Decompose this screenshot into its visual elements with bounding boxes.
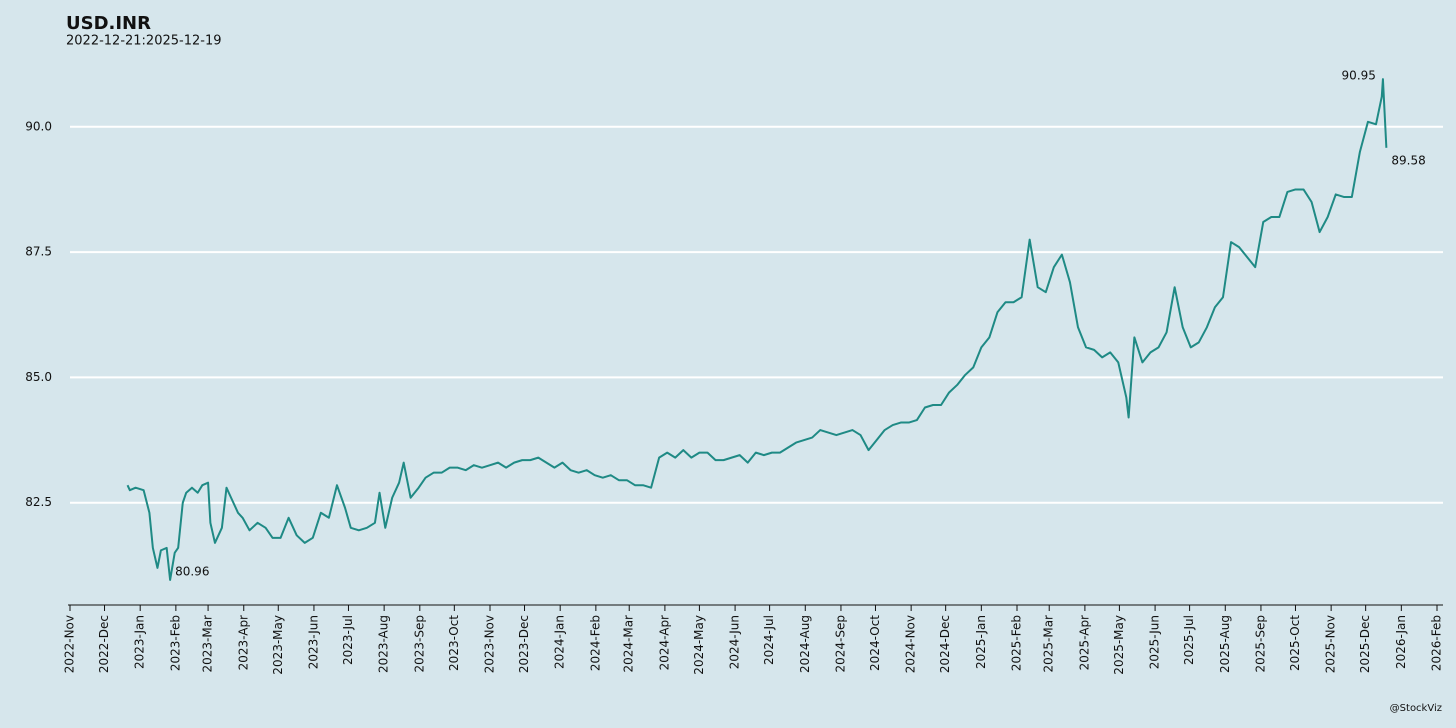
x-tick-label: 2023-Jul [341,615,355,665]
x-tick-label: 2023-Dec [517,615,531,673]
x-tick-label: 2023-Jun [306,615,320,669]
x-tick-label: 2023-Nov [482,615,496,673]
x-tick-label: 2024-Jul [762,615,776,665]
x-tick-label: 2025-Apr [1077,615,1091,670]
chart-subtitle: 2022-12-21:2025-12-19 [66,34,221,49]
x-tick-label: 2024-Nov [904,615,918,673]
x-tick-label: 2023-Jan [133,615,147,669]
x-tick-label: 2023-Sep [412,615,426,673]
annotation: 90.95 [1342,69,1376,83]
x-tick-label: 2026-Jan [1394,615,1408,669]
y-tick-label: 82.5 [25,495,52,509]
x-tick-label: 2023-Mar [201,615,215,673]
x-tick-label: 2024-Jan [553,615,567,669]
x-tick-label: 2025-Dec [1358,615,1372,673]
x-tick-label: 2024-May [692,615,706,675]
annotation: 89.58 [1391,153,1425,167]
x-tick-label: 2024-Sep [833,615,847,673]
caption: @StockViz [1390,703,1442,714]
x-tick-label: 2024-Feb [588,615,602,671]
x-tick-label: 2025-Jan [974,615,988,669]
x-tick-label: 2025-May [1112,615,1126,675]
x-tick-label: 2025-Sep [1253,615,1267,673]
chart-title: USD.INR [66,13,151,34]
x-tick-label: 2024-Mar [622,615,636,673]
x-tick-label: 2025-Mar [1042,615,1056,673]
x-tick-label: 2024-Aug [798,615,812,673]
x-tick-label: 2023-Oct [447,615,461,671]
x-tick-label: 2022-Nov [63,615,77,673]
x-tick-label: 2023-May [271,615,285,675]
x-tick-label: 2025-Aug [1218,615,1232,673]
x-tick-label: 2025-Jun [1148,615,1162,669]
x-tick-label: 2026-Feb [1430,615,1444,671]
x-tick-label: 2023-Aug [377,615,391,673]
x-tick-label: 2024-Dec [938,615,952,673]
annotation: 80.96 [175,564,209,578]
x-tick-label: 2024-Apr [657,615,671,670]
y-tick-label: 87.5 [25,245,52,259]
x-tick-label: 2023-Feb [168,615,182,671]
price-line [126,78,1388,581]
x-tick-label: 2023-Apr [236,615,250,670]
x-tick-label: 2022-Dec [97,615,111,673]
x-tick-label: 2024-Jun [728,615,742,669]
x-tick-label: 2025-Feb [1010,615,1024,671]
x-tick-label: 2024-Oct [868,615,882,671]
x-tick-label: 2025-Jul [1182,615,1196,665]
y-tick-label: 90.0 [25,119,52,133]
x-tick-label: 2025-Oct [1288,615,1302,671]
x-tick-label: 2025-Nov [1324,615,1338,673]
y-tick-label: 85.0 [25,370,52,384]
